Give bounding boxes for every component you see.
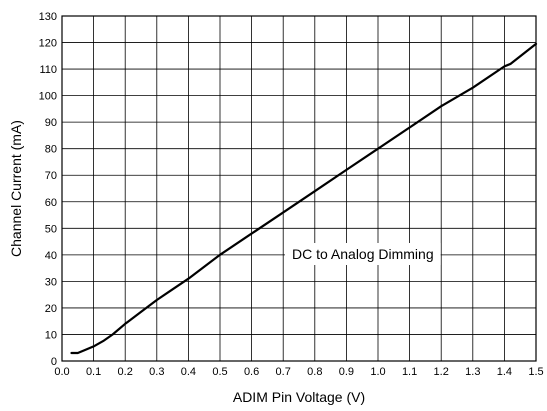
x-tick-label: 1.5	[528, 366, 543, 378]
x-tick-label: 0.0	[54, 366, 69, 378]
x-tick-label: 0.7	[276, 366, 291, 378]
x-tick-label: 0.6	[244, 366, 259, 378]
x-tick-label: 0.3	[149, 366, 164, 378]
y-axis-title: Channel Current (mA)	[8, 120, 24, 257]
x-axis-title: ADIM Pin Voltage (V)	[233, 389, 365, 405]
y-tick-label: 40	[45, 250, 57, 262]
grid	[61, 15, 537, 362]
y-tick-label: 0	[51, 356, 57, 368]
y-tick-label: 90	[45, 117, 57, 129]
y-tick-label: 70	[45, 170, 57, 182]
y-tick-label: 100	[39, 91, 57, 103]
y-tick-label: 120	[39, 38, 57, 50]
x-tick-label: 1.4	[497, 366, 512, 378]
x-tick-label: 1.1	[402, 366, 417, 378]
annotation-label: DC to Analog Dimming	[292, 246, 434, 262]
y-tick-label: 110	[39, 64, 57, 76]
y-tick-label: 20	[45, 303, 57, 315]
x-tick-labels: 0.0 0.1 0.2 0.3 0.4 0.5 0.6 0.7 0.8 0.9 1.0 1.1 1.2 1…	[54, 366, 543, 378]
x-tick-label: 1.3	[465, 366, 480, 378]
x-tick-label: 1.2	[434, 366, 449, 378]
y-tick-label: 30	[45, 276, 57, 288]
y-tick-label: 130	[39, 11, 57, 23]
y-tick-label: 80	[45, 144, 57, 156]
plot-frame	[61, 15, 537, 362]
y-tick-labels: 0 10 20 30 40 50 60 70 80 90 100 110 120 130	[39, 11, 57, 368]
x-tick-label: 0.1	[86, 366, 101, 378]
y-tick-label: 60	[45, 197, 57, 209]
x-tick-label: 0.2	[118, 366, 133, 378]
x-tick-label: 0.9	[339, 366, 354, 378]
x-tick-label: 1.0	[370, 366, 385, 378]
y-tick-label: 10	[45, 329, 57, 341]
x-tick-label: 0.8	[307, 366, 322, 378]
y-tick-label: 50	[45, 223, 57, 235]
series-line	[70, 42, 538, 355]
x-tick-label: 0.5	[212, 366, 227, 378]
x-tick-label: 0.4	[181, 366, 196, 378]
annotation-background	[285, 243, 441, 265]
